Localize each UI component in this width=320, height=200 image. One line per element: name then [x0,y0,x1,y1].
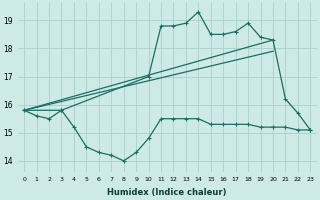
X-axis label: Humidex (Indice chaleur): Humidex (Indice chaleur) [108,188,227,197]
